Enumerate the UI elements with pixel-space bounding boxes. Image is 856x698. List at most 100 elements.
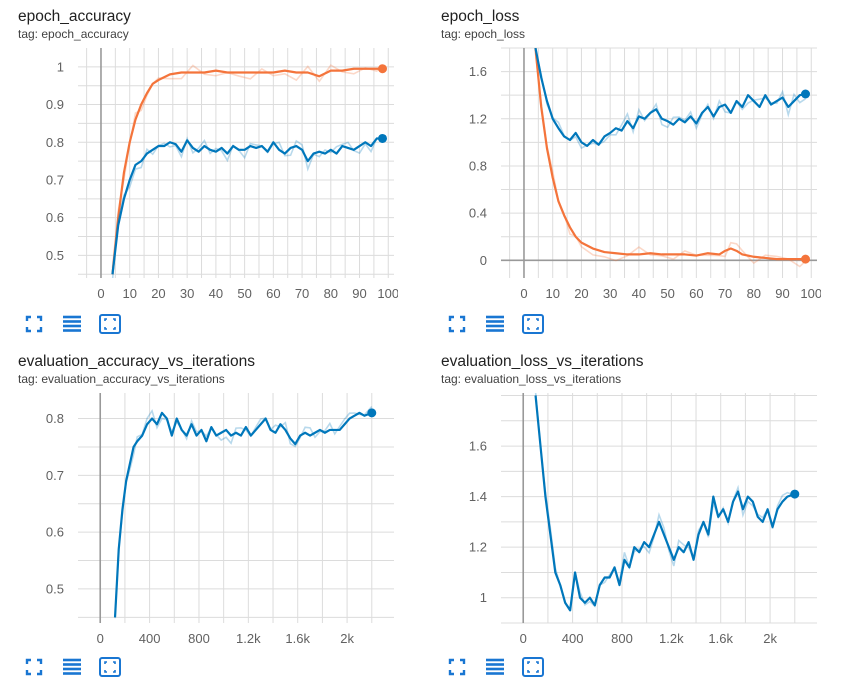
chart-toolbar [445, 312, 545, 336]
x-tick-label: 20 [151, 286, 165, 301]
fullscreen-button[interactable] [445, 655, 469, 679]
fit-domain-button[interactable] [521, 655, 545, 679]
x-tick-label: 90 [775, 286, 789, 301]
x-tick-label: 30 [180, 286, 194, 301]
card-tag: tag: epoch_loss [441, 27, 526, 41]
y-tick-label: 1.6 [469, 439, 487, 454]
series-end-marker[interactable] [801, 89, 811, 99]
card-title: evaluation_loss_vs_iterations [441, 353, 644, 370]
series-end-marker[interactable] [801, 254, 811, 264]
card-title: epoch_loss [441, 8, 520, 25]
fit-domain-button[interactable] [521, 312, 545, 336]
x-tick-label: 50 [660, 286, 674, 301]
x-tick-label: 80 [747, 286, 761, 301]
card-tag: tag: evaluation_loss_vs_iterations [441, 372, 622, 386]
chart-toolbar [22, 312, 122, 336]
y-tick-label: 1.6 [469, 64, 487, 79]
x-tick-label: 40 [632, 286, 646, 301]
card-title: evaluation_accuracy_vs_iterations [18, 353, 255, 370]
x-tick-label: 60 [266, 286, 280, 301]
chart-epoch-loss: 0 10 20 30 40 50 60 70 80 90 100 0 0.4 0.8 1.2 1.6 [469, 47, 821, 301]
card-tag: tag: epoch_accuracy [18, 27, 129, 41]
y-tick-label: 0.5 [46, 581, 64, 596]
series-line-blue [111, 137, 383, 275]
grid [78, 48, 394, 278]
series-raw-line [534, 53, 807, 268]
series-end-marker[interactable] [378, 64, 388, 74]
series-end-marker[interactable] [378, 133, 388, 143]
x-tick-label: 10 [122, 286, 136, 301]
x-tick-label: 800 [611, 631, 633, 646]
y-tick-label: 1.2 [469, 540, 487, 555]
grid [501, 47, 817, 278]
series-line-blue [113, 411, 373, 618]
x-tick-label: 60 [689, 286, 703, 301]
card-evaluation-loss: evaluation_loss_vs_iterations tag: evalu… [441, 353, 856, 693]
x-tick-label: 2k [340, 631, 354, 646]
y-tick-label: 0.8 [46, 135, 64, 150]
fullscreen-icon [448, 315, 466, 333]
fit-domain-icon [522, 314, 544, 334]
y-tick-label: 0.7 [46, 468, 64, 483]
toggle-log-scale-button[interactable] [483, 655, 507, 679]
fullscreen-button[interactable] [22, 312, 46, 336]
x-tick-label: 70 [295, 286, 309, 301]
x-tick-label: 30 [603, 286, 617, 301]
series-line-orange [534, 48, 806, 261]
y-tick-label: 1.4 [469, 489, 487, 504]
x-tick-label: 70 [718, 286, 732, 301]
fit-domain-icon [99, 657, 121, 677]
fit-domain-button[interactable] [98, 655, 122, 679]
fullscreen-button[interactable] [445, 312, 469, 336]
fit-domain-button[interactable] [98, 312, 122, 336]
y-tick-label: 1 [57, 59, 64, 74]
fullscreen-icon [448, 658, 466, 676]
fullscreen-icon [25, 658, 43, 676]
y-tick-label: 0.8 [469, 158, 487, 173]
toggle-log-scale-icon [486, 658, 504, 675]
fullscreen-button[interactable] [22, 655, 46, 679]
x-tick-label: 100 [377, 286, 398, 301]
fit-domain-icon [99, 314, 121, 334]
chart-toolbar [445, 655, 545, 679]
series-line-blue [534, 48, 806, 147]
toggle-log-scale-icon [63, 315, 81, 332]
chart-evaluation-loss: 0 400 800 1.2k 1.6k 2k 1 1.2 1.4 1.6 [469, 393, 817, 646]
x-tick-label: 800 [188, 631, 210, 646]
x-tick-label: 20 [574, 286, 588, 301]
toggle-log-scale-button[interactable] [60, 655, 84, 679]
x-tick-label: 100 [800, 286, 821, 301]
x-tick-label: 40 [209, 286, 223, 301]
series-line-blue [534, 395, 796, 612]
series-end-marker[interactable] [790, 489, 800, 499]
fit-domain-icon [522, 657, 544, 677]
series-raw-line [111, 136, 383, 278]
x-tick-label: 400 [562, 631, 584, 646]
card-evaluation-accuracy: evaluation_accuracy_vs_iterations tag: e… [18, 353, 438, 693]
y-tick-label: 1 [480, 590, 487, 605]
fullscreen-icon [25, 315, 43, 333]
y-tick-label: 0.6 [46, 525, 64, 540]
y-tick-label: 0.8 [46, 411, 64, 426]
x-tick-label: 2k [763, 631, 777, 646]
y-tick-label: 1.2 [469, 111, 487, 126]
x-tick-label: 0 [520, 286, 527, 301]
card-tag: tag: evaluation_accuracy_vs_iterations [18, 372, 225, 386]
x-tick-label: 50 [237, 286, 251, 301]
x-tick-label: 0 [97, 631, 104, 646]
x-tick-label: 1.6k [708, 631, 733, 646]
y-tick-label: 0.5 [46, 248, 64, 263]
series-end-marker[interactable] [367, 408, 377, 418]
toggle-log-scale-icon [63, 658, 81, 675]
x-tick-label: 1.6k [285, 631, 310, 646]
chart-toolbar [22, 655, 122, 679]
y-tick-label: 0.7 [46, 172, 64, 187]
y-tick-label: 0.9 [46, 97, 64, 112]
toggle-log-scale-button[interactable] [483, 312, 507, 336]
x-tick-label: 0 [520, 631, 527, 646]
card-epoch-accuracy: epoch_accuracy tag: epoch_accuracy 0 10 20… [18, 8, 438, 348]
toggle-log-scale-button[interactable] [60, 312, 84, 336]
chart-evaluation-accuracy: 0 400 800 1.2k 1.6k 2k 0.5 0.6 0.7 0.8 [46, 393, 394, 646]
chart-epoch-accuracy: 0 10 20 30 40 50 60 70 80 90 100 0.5 0.6 0.7 0.8 0.9 1 [46, 48, 398, 301]
series-raw-line [111, 64, 384, 269]
